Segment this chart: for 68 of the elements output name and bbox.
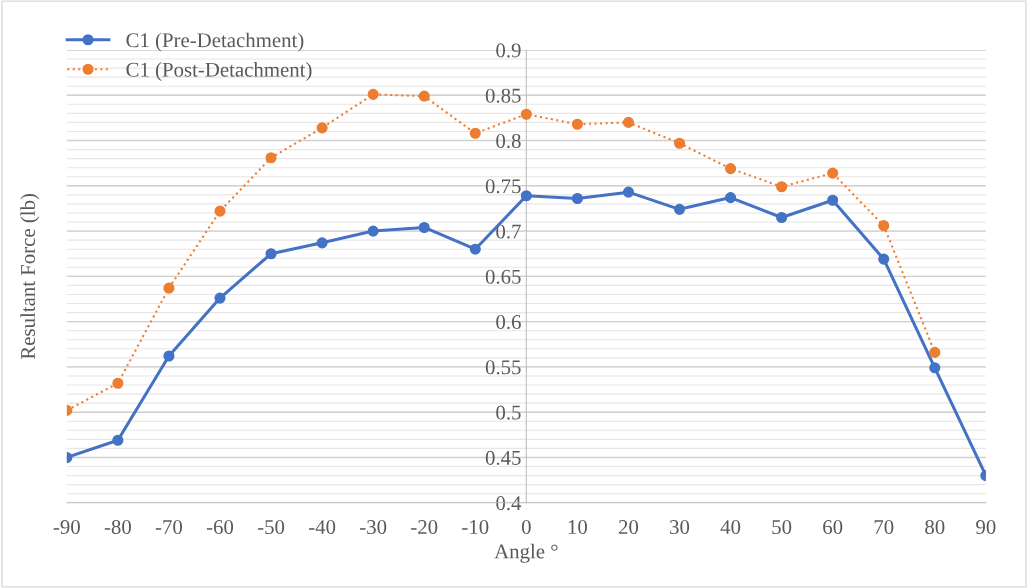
legend-label: C1 (Post-Detachment) — [126, 62, 312, 81]
point — [571, 118, 583, 130]
point — [163, 350, 175, 362]
point — [878, 253, 890, 265]
x-tick-label: -40 — [309, 520, 336, 535]
point — [776, 181, 788, 193]
point — [622, 116, 635, 128]
x-tick-label: 70 — [874, 520, 894, 535]
point — [112, 377, 124, 389]
point — [929, 362, 941, 374]
x-tick-label: -70 — [155, 520, 183, 535]
y-tick-label: 0.6 — [496, 315, 521, 330]
x-tick-label: 30 — [670, 520, 690, 535]
x-tick-label: 80 — [925, 520, 945, 535]
point — [214, 205, 226, 217]
point — [622, 186, 635, 198]
point — [469, 127, 481, 139]
y-tick-label: 0.7 — [496, 224, 521, 239]
legend-label: C1 (Pre-Detachment) — [126, 32, 304, 52]
x-tick-label: -60 — [206, 520, 234, 535]
point — [112, 434, 124, 446]
x-tick-label: 20 — [618, 520, 639, 535]
x-tick-label: 40 — [720, 520, 741, 535]
point — [418, 90, 430, 102]
point — [520, 108, 532, 120]
point — [673, 203, 686, 215]
point — [725, 192, 737, 204]
x-axis-title: Angle ° — [494, 543, 558, 563]
point — [571, 192, 583, 205]
x-tick-label: -10 — [462, 520, 489, 535]
point — [367, 88, 379, 100]
y-tick-label: 0.75 — [485, 179, 521, 194]
point — [367, 225, 379, 237]
point — [827, 167, 839, 179]
y-tick-label: 0.85 — [485, 88, 521, 103]
x-tick-label: -80 — [104, 520, 131, 535]
point — [265, 152, 277, 164]
point — [163, 282, 175, 294]
point — [418, 221, 430, 234]
x-tick-label: 0 — [521, 520, 531, 535]
x-tick-label: 10 — [568, 520, 588, 535]
point — [316, 237, 328, 249]
y-tick-label: 0.9 — [496, 43, 521, 58]
x-tick-label: -50 — [257, 520, 285, 535]
y-tick-label: 0.5 — [496, 405, 521, 420]
point — [776, 211, 788, 224]
x-tick-label: 90 — [976, 520, 996, 535]
x-tick-label: -90 — [53, 520, 80, 535]
point — [214, 292, 226, 304]
x-tick-label: -20 — [411, 520, 438, 535]
y-axis-title: Resultant Force (lb) — [20, 193, 40, 360]
y-tick-label: 0.65 — [485, 269, 521, 284]
point — [878, 220, 890, 232]
x-tick-label: -30 — [360, 520, 387, 535]
point — [725, 163, 737, 175]
point — [929, 346, 941, 358]
point — [673, 137, 686, 149]
point — [316, 122, 328, 134]
x-tick-label: 50 — [772, 520, 792, 535]
y-tick-label: 0.4 — [496, 496, 522, 511]
y-tick-label: 0.45 — [485, 450, 521, 465]
point — [520, 190, 532, 202]
point — [469, 243, 481, 255]
y-tick-label: 0.55 — [485, 360, 521, 375]
x-tick-label: 60 — [823, 520, 843, 535]
y-tick-label: 0.8 — [496, 133, 521, 149]
point — [265, 248, 277, 260]
point — [827, 194, 839, 206]
